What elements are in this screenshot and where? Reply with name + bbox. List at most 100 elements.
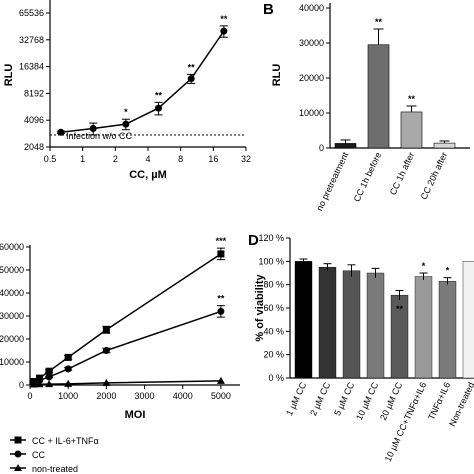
panel-b-y-tick-label: 40000 [299, 3, 324, 13]
panel-b-y-label: RLU [271, 64, 283, 87]
panel-c-y-tick-label: 50000 [0, 265, 24, 275]
panel-c-legend-marker [14, 450, 22, 458]
panel-b-bar [433, 142, 456, 149]
panel-a-y-tick-label: 4096 [24, 115, 44, 125]
panel-c-data-point [217, 250, 225, 258]
panel-a-data-point [57, 128, 65, 136]
panel-d-y-label: % of viability [254, 274, 266, 342]
panel-b-significance: ** [408, 94, 416, 104]
panel-c-y-tick-label: 40000 [0, 288, 24, 298]
panel-c-data-point [64, 365, 72, 373]
panel-a-y-tick-label: 16384 [19, 62, 44, 72]
panel-a-x-tick-label: 2 [113, 154, 118, 164]
panel-c-series-line [33, 253, 222, 383]
panel-c-y-tick-label: 30000 [0, 311, 24, 321]
panel-c-data-point [29, 380, 38, 388]
panel-d-y-tick-label: 100 % [258, 256, 284, 266]
panel-d-bar [366, 272, 385, 379]
panel-b-bar [334, 143, 357, 149]
panel-c-x-tick-label: 5000 [211, 391, 231, 401]
panel-b-category-label: CC 1h after [388, 151, 417, 197]
panel-d-bar [462, 261, 474, 379]
panel-b-y-tick-label: 20000 [299, 73, 324, 83]
panel-c-data-point [102, 378, 111, 386]
panel-c-significance: ** [217, 293, 225, 303]
panel-c-y-tick-label: 0 [19, 380, 24, 390]
panel-c-data-point [102, 347, 110, 354]
panel-c-data-point [45, 367, 53, 375]
panel-b-label: B [263, 1, 274, 18]
panel-d-category-label: TNFα+IL6 [426, 381, 452, 422]
panel-b-chart: B RLU 0 10000 20000 30000 40000 no pretreatme… [263, 1, 470, 212]
panel-a-y-tick-label: 65536 [19, 8, 44, 18]
panel-b-y-tick-label: 30000 [299, 38, 324, 48]
panel-c-data-point [45, 380, 54, 388]
panel-c-x-tick-label: 0 [27, 391, 32, 401]
panel-a-significance: ** [155, 90, 163, 100]
panel-c-data-point [35, 380, 44, 388]
panel-c-data-point [102, 326, 110, 334]
panel-c-series-line [33, 310, 222, 384]
panel-c-legend-marker [14, 464, 22, 471]
panel-a-x-tick-label: 0.5 [44, 154, 57, 164]
panel-b-y-tick-label: 0 [319, 143, 324, 153]
panel-a-data-point [187, 75, 195, 83]
panel-d-significance: * [422, 261, 426, 271]
panel-c-x-tick-label: 4000 [173, 391, 193, 401]
panel-a-chart: RLU CC, µM Infection w/o CC 0.5 1 2 4 8 16 32 2… [3, 0, 251, 181]
panel-d-category-label: 5 µM CC [332, 380, 356, 417]
panel-c-y-tick-label: 20000 [0, 334, 24, 344]
panel-d-bar [342, 270, 361, 379]
panel-c-legend-label: CC + IL-6+TNFα [32, 436, 99, 446]
panel-c-legend-label: CC [32, 450, 45, 460]
panel-a-y-tick-label: 2048 [24, 142, 44, 152]
panel-c-y-tick-label: 10000 [0, 357, 24, 367]
panel-a-x-tick-label: 32 [241, 154, 251, 164]
panel-b-category-label: CC 1h before [352, 151, 384, 204]
panel-a-x-tick-label: 16 [208, 154, 218, 164]
panel-c-data-point [64, 353, 72, 361]
panel-a-data-point [89, 125, 97, 133]
panel-a-x-label: CC, µM [129, 169, 167, 181]
panel-b-significance: ** [375, 17, 383, 27]
panel-d-chart: D % of viability 0 % 20 % 40 % 60 % 80 % 100 … [248, 232, 474, 463]
panel-d-category-label: 2 µM CC [308, 380, 332, 417]
panel-a-y-tick-label: 8192 [24, 88, 44, 98]
panel-c-series-line [33, 380, 221, 386]
panel-c-x-tick-label: 3000 [135, 391, 155, 401]
panel-d-y-tick-label: 40 % [263, 326, 284, 336]
panel-c-significance: *** [216, 236, 227, 246]
panel-b-category-label: CC 20h after [419, 151, 450, 201]
panel-c-data-point [45, 373, 53, 381]
panel-a-y-label: RLU [3, 64, 15, 87]
panel-a-significance: * [124, 107, 128, 117]
panel-c-data-point [216, 376, 225, 384]
panel-b-bar [400, 111, 423, 149]
panel-c-data-point [217, 307, 225, 315]
panel-c-legend-marker [14, 436, 22, 444]
panel-d-bar [294, 261, 313, 379]
panel-a-data-point [220, 27, 228, 35]
panel-d-bar [414, 276, 433, 379]
panel-d-significance: * [446, 266, 450, 276]
panel-a-x-tick-label: 8 [178, 154, 183, 164]
panel-a-data-point [122, 120, 130, 128]
panel-c-x-label: MOI [125, 409, 146, 421]
panel-c-chart: MOI 0 1000 2000 3000 4000 5000010000200003000… [0, 236, 240, 474]
panel-d-y-tick-label: 80 % [263, 280, 284, 290]
panel-d-label: D [248, 232, 259, 249]
panel-d-y-tick-label: 120 % [258, 233, 284, 243]
panel-c-x-tick-label: 1000 [58, 391, 78, 401]
panel-d-bar [438, 280, 457, 379]
panel-b-category-label: no pretreatment [314, 150, 350, 212]
panel-d-significance: ** [396, 304, 404, 314]
panel-d-y-tick-label: 20 % [263, 350, 284, 360]
panel-c-data-point [64, 379, 73, 387]
panel-d-category-label: 20 µM CC [378, 380, 404, 422]
panel-c-legend-label: non-treated [32, 464, 78, 474]
panel-b-bar [367, 44, 390, 149]
panel-b-y-tick-label: 10000 [299, 108, 324, 118]
panel-a-reference-label: Infection w/o CC [66, 131, 133, 141]
panel-a-y-tick-label: 32768 [19, 35, 44, 45]
panel-a-series-line [60, 30, 225, 133]
